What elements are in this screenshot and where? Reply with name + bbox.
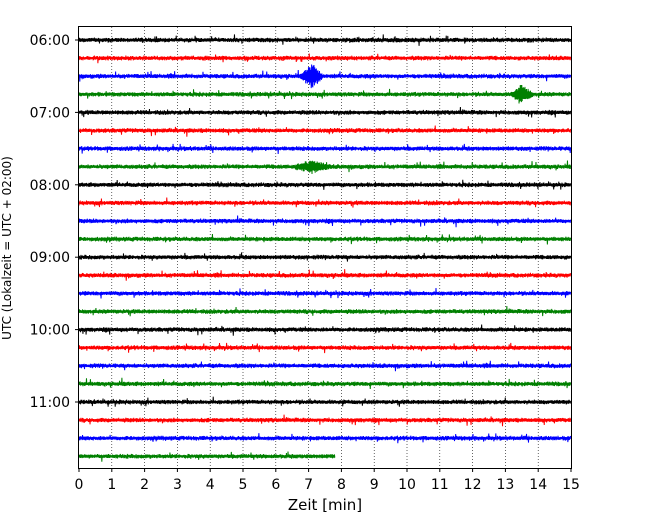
trace-0900 <box>78 252 572 262</box>
y-axis-ticks: 06:00 07:00 08:00 09:00 10:00 11:00 <box>30 33 79 411</box>
trace-0745 <box>78 160 572 175</box>
trace-0715 <box>78 125 572 137</box>
trace-1000 <box>78 324 572 336</box>
y-tick-label-1000: 10:00 <box>30 323 70 339</box>
x-axis-ticks: 0 1 2 3 4 5 6 7 8 9 10 11 12 13 14 15 <box>75 468 580 493</box>
x-tick-label-13: 13 <box>496 477 514 493</box>
x-tick-label-3: 3 <box>173 477 182 493</box>
trace-1100 <box>78 396 572 407</box>
trace-0630 <box>78 64 572 89</box>
y-tick-label-0900: 09:00 <box>30 250 70 266</box>
x-tick-label-7: 7 <box>304 477 313 493</box>
trace-1115 <box>78 414 572 427</box>
x-tick-label-5: 5 <box>239 477 248 493</box>
trace-0915 <box>78 269 572 281</box>
x-tick-label-0: 0 <box>75 477 84 493</box>
trace-0845 <box>78 234 572 245</box>
x-tick-label-6: 6 <box>271 477 280 493</box>
x-tick-label-2: 2 <box>140 477 149 493</box>
x-tick-label-4: 4 <box>206 477 215 493</box>
trace-0600 <box>78 34 572 46</box>
x-tick-label-1: 1 <box>107 477 116 493</box>
trace-0830 <box>78 215 572 228</box>
trace-0730 <box>78 143 572 155</box>
trace-group <box>78 34 572 462</box>
x-tick-label-9: 9 <box>370 477 379 493</box>
trace-1130 <box>78 433 572 444</box>
x-tick-label-10: 10 <box>398 477 416 493</box>
trace-0700 <box>78 106 572 118</box>
x-tick-label-14: 14 <box>529 477 547 493</box>
trace-0645 <box>78 84 572 104</box>
trace-0800 <box>78 179 572 190</box>
trace-0930 <box>78 287 572 299</box>
trace-1045 <box>78 377 572 389</box>
y-tick-label-0800: 08:00 <box>30 178 70 194</box>
trace-0945 <box>78 306 572 317</box>
x-axis-label: Zeit [min] <box>288 496 362 514</box>
x-tick-label-11: 11 <box>431 477 449 493</box>
y-tick-label-0600: 06:00 <box>30 33 70 49</box>
plot-frame <box>78 26 572 469</box>
trace-1145 <box>78 451 336 462</box>
y-axis-label: UTC (Lokalzeit = UTC + 02:00) <box>0 156 14 340</box>
trace-0615 <box>78 53 572 64</box>
x-tick-label-15: 15 <box>562 477 580 493</box>
y-tick-label-0700: 07:00 <box>30 105 70 121</box>
y-tick-label-1100: 11:00 <box>30 395 70 411</box>
trace-1030 <box>78 360 572 372</box>
trace-0815 <box>78 197 572 208</box>
x-tick-label-12: 12 <box>464 477 482 493</box>
x-tick-label-8: 8 <box>337 477 346 493</box>
trace-1015 <box>78 342 572 354</box>
